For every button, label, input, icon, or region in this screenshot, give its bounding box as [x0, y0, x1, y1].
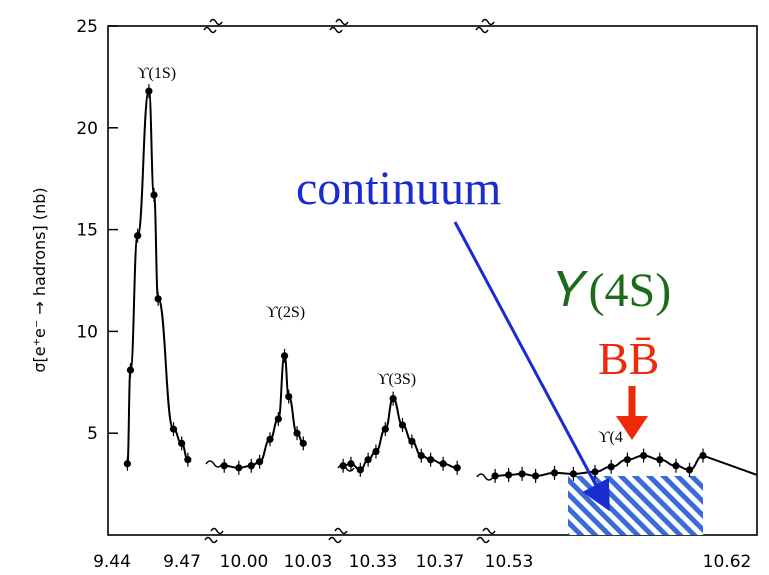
- upsilon-4s-annotation: 𝛶(4S): [556, 264, 671, 317]
- x-tick-label: 10.33: [349, 552, 398, 572]
- axis-break-marks: [203, 18, 496, 544]
- x-tick-label: 9.47: [163, 552, 201, 572]
- x-tick-label: 10.62: [703, 552, 752, 572]
- bbbar-arrow-head: [616, 416, 648, 440]
- axis-break-top: [475, 18, 495, 34]
- fit-curve: [126, 90, 189, 465]
- peak-label-3s: ϒ(3S): [377, 371, 416, 388]
- x-axis: 9.44 9.47 10.00 10.03 10.33 10.37 10.53 …: [93, 552, 751, 572]
- x-tick-label: 10.53: [485, 552, 534, 572]
- y-tick-label: 20: [76, 119, 98, 139]
- axis-break-top: [329, 18, 349, 34]
- axis-break-bottom: [328, 527, 348, 544]
- curve-break: [476, 473, 494, 481]
- peak-label-2s: ϒ(2S): [266, 304, 305, 321]
- y-tick-label: 5: [87, 424, 98, 444]
- y-tick-label: 25: [76, 17, 98, 37]
- peak-label-1s: ϒ(1S): [137, 65, 176, 82]
- x-tick-label: 10.00: [220, 552, 269, 572]
- y-tick-label: 10: [76, 322, 98, 342]
- axis-break-top: [203, 18, 223, 34]
- y-axis: 5 10 15 20 25: [76, 17, 118, 444]
- continuum-box: [568, 475, 703, 535]
- x-tick-label: 9.44: [93, 552, 131, 572]
- y-axis-label: σ[e⁺e⁻ → hadrons] (nb): [30, 187, 49, 372]
- plot-frame: [107, 25, 758, 536]
- curve-break: [205, 460, 223, 468]
- x-tick-label: 10.37: [416, 552, 465, 572]
- y-tick-label: 15: [76, 221, 98, 241]
- continuum-arrow: [453, 221, 610, 512]
- fit-curve: [343, 397, 458, 471]
- axis-break-bottom: [476, 527, 496, 544]
- axis-break-bottom: [204, 527, 224, 544]
- peak-labels: ϒ(1S) ϒ(2S) ϒ(3S) ϒ(4: [137, 65, 623, 446]
- bbbar-annotation: BB̄: [598, 333, 659, 384]
- data-points: [123, 84, 707, 483]
- peak-label-4s: ϒ(4: [598, 429, 623, 446]
- fit-curve: [224, 354, 304, 469]
- continuum-annotation: continuum: [296, 162, 501, 215]
- x-tick-label: 10.03: [284, 552, 333, 572]
